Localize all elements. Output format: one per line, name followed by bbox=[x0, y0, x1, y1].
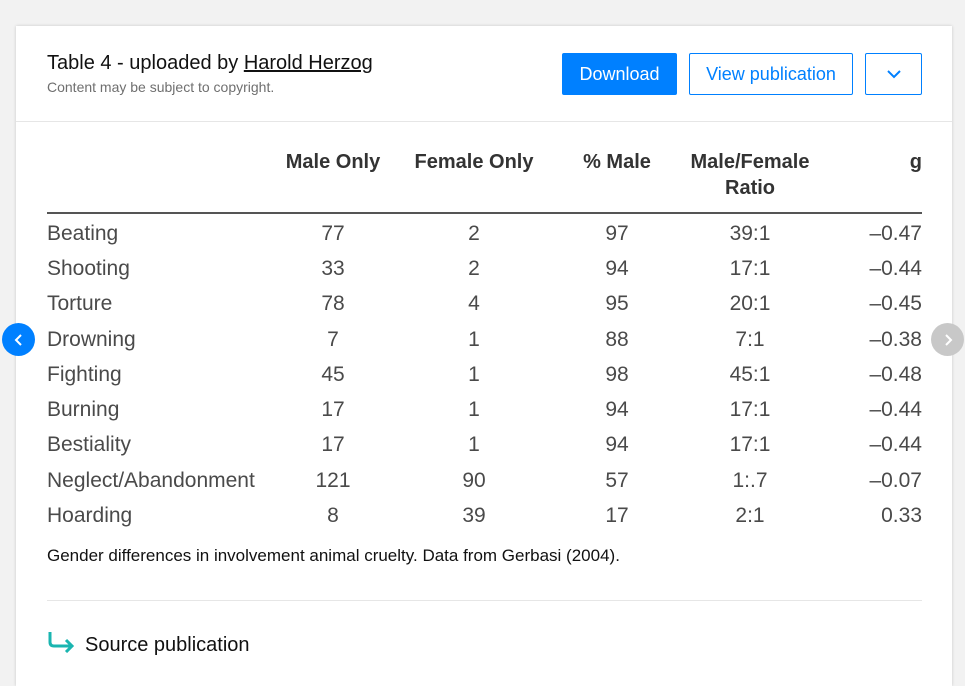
column-header: Female Only bbox=[391, 122, 557, 214]
column-header: Male/Female Ratio bbox=[677, 122, 823, 214]
table-row: Hoarding 8 39 17 2:1 0.33 bbox=[47, 498, 922, 533]
table-row: Neglect/Abandonment 121 90 57 1:.7 –0.07 bbox=[47, 463, 922, 498]
download-button[interactable]: Download bbox=[562, 53, 677, 95]
row-label-cell: Drowning bbox=[47, 327, 136, 351]
table-cell: 17 bbox=[321, 398, 345, 422]
table-cell: 7 bbox=[327, 327, 339, 351]
table-cell: –0.45 bbox=[869, 292, 922, 316]
table-cell: 2:1 bbox=[735, 504, 765, 528]
row-label-cell: Shooting bbox=[47, 256, 130, 280]
table-cell: 33 bbox=[321, 256, 345, 280]
table-row: Fighting 45 1 98 45:1 –0.48 bbox=[47, 357, 922, 392]
table-cell: 2 bbox=[468, 256, 480, 280]
view-publication-button[interactable]: View publication bbox=[689, 53, 853, 95]
row-label-cell: Burning bbox=[47, 398, 120, 422]
table-cell: 0.33 bbox=[881, 504, 922, 528]
table-cell: 1 bbox=[468, 327, 480, 351]
chevron-left-icon bbox=[14, 333, 22, 346]
table-cell: 17:1 bbox=[729, 398, 771, 422]
table-cell: 77 bbox=[321, 221, 345, 245]
table-header-row: Male Only Female Only % Male Male/Female… bbox=[47, 122, 922, 214]
table-cell: 90 bbox=[462, 468, 486, 492]
table-cell: 94 bbox=[605, 398, 629, 422]
table-cell: 88 bbox=[605, 327, 629, 351]
table-cell: 94 bbox=[605, 256, 629, 280]
previous-figure-button[interactable] bbox=[2, 323, 35, 356]
table-body: Beating 77 2 97 39:1 –0.47 Shooting 33 2 94 17:1 –0… bbox=[47, 213, 922, 534]
table-cell: 17:1 bbox=[729, 256, 771, 280]
table-cell: 121 bbox=[315, 468, 351, 492]
table-cell: 39:1 bbox=[729, 221, 771, 245]
table-row: Torture 78 4 95 20:1 –0.45 bbox=[47, 287, 922, 322]
more-options-button[interactable] bbox=[865, 53, 922, 95]
table-cell: 4 bbox=[468, 292, 480, 316]
table-cell: 97 bbox=[605, 221, 629, 245]
table-cell: –0.47 bbox=[869, 221, 922, 245]
table-cell: 98 bbox=[605, 362, 629, 386]
row-label-cell: Fighting bbox=[47, 362, 122, 386]
table-cell: –0.44 bbox=[869, 256, 922, 280]
column-header: g bbox=[823, 122, 922, 214]
table-cell: 45 bbox=[321, 362, 345, 386]
table-cell: 2 bbox=[468, 221, 480, 245]
table-cell: 8 bbox=[327, 504, 339, 528]
table-row: Beating 77 2 97 39:1 –0.47 bbox=[47, 213, 922, 251]
figure-caption: Gender differences in involvement animal… bbox=[47, 546, 620, 565]
table-cell: 20:1 bbox=[729, 292, 771, 316]
row-label-cell: Hoarding bbox=[47, 504, 133, 528]
row-label-cell: Bestiality bbox=[47, 433, 132, 457]
row-label-cell: Neglect/Abandonment bbox=[47, 468, 255, 492]
chevron-right-icon bbox=[944, 333, 952, 346]
source-publication-label: Source publication bbox=[85, 634, 250, 656]
uploader-link[interactable]: Harold Herzog bbox=[243, 52, 373, 74]
copyright-note: Content may be subject to copyright. bbox=[47, 79, 275, 95]
title-prefix: Table 4 - uploaded by bbox=[47, 52, 244, 74]
table-cell: 17 bbox=[321, 433, 345, 457]
table-cell: –0.38 bbox=[869, 327, 922, 351]
table-cell: 1 bbox=[468, 433, 480, 457]
table-cell: 1 bbox=[468, 362, 480, 386]
table-cell: –0.44 bbox=[869, 433, 922, 457]
chevron-down-icon bbox=[886, 70, 901, 79]
column-header: Male Only bbox=[275, 122, 391, 214]
table-cell: 17 bbox=[605, 504, 629, 528]
table-row: Drowning 7 1 88 7:1 –0.38 bbox=[47, 322, 922, 357]
data-table: Male Only Female Only % Male Male/Female… bbox=[47, 122, 922, 534]
table-cell: 45:1 bbox=[729, 362, 771, 386]
row-label-cell: Beating bbox=[47, 221, 119, 245]
divider bbox=[47, 600, 922, 601]
table-cell: –0.07 bbox=[869, 468, 922, 492]
source-publication[interactable]: Source publication bbox=[47, 626, 250, 657]
table-cell: 78 bbox=[321, 292, 345, 316]
table-cell: 1:.7 bbox=[732, 468, 768, 492]
table-cell: 17:1 bbox=[729, 433, 771, 457]
table-cell: 57 bbox=[605, 468, 629, 492]
table-cell: 95 bbox=[605, 292, 629, 316]
row-label-cell: Torture bbox=[47, 292, 113, 316]
table-cell: 94 bbox=[605, 433, 629, 457]
column-header: % Male bbox=[557, 122, 677, 214]
table-cell: 1 bbox=[468, 398, 480, 422]
table-row: Bestiality 17 1 94 17:1 –0.44 bbox=[47, 428, 922, 463]
table-figure: Male Only Female Only % Male Male/Female… bbox=[47, 122, 922, 534]
figure-title: Table 4 - uploaded by Harold Herzog bbox=[47, 52, 373, 75]
table-cell: 7:1 bbox=[735, 327, 765, 351]
card-header: Table 4 - uploaded by Harold Herzog Cont… bbox=[16, 26, 952, 122]
arrow-return-icon bbox=[48, 631, 75, 653]
table-cell: –0.48 bbox=[869, 362, 922, 386]
table-row: Shooting 33 2 94 17:1 –0.44 bbox=[47, 251, 922, 286]
table-cell: 39 bbox=[462, 504, 486, 528]
table-cell: –0.44 bbox=[869, 398, 922, 422]
next-figure-button[interactable] bbox=[931, 323, 964, 356]
figure-card: Table 4 - uploaded by Harold Herzog Cont… bbox=[16, 26, 952, 686]
table-row: Burning 17 1 94 17:1 –0.44 bbox=[47, 392, 922, 427]
column-header bbox=[47, 122, 275, 214]
